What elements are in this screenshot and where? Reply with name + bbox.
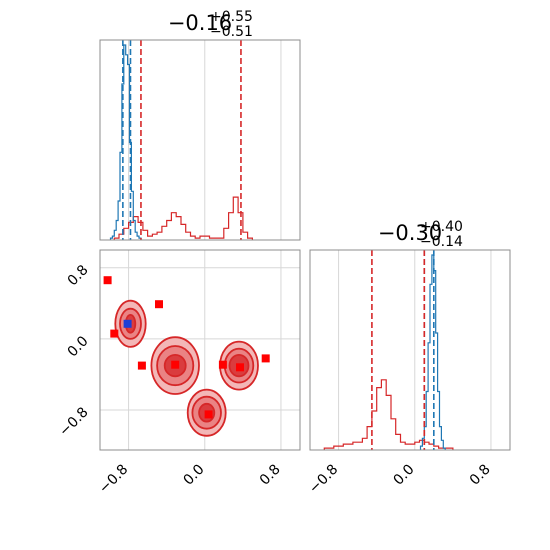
red-square-0 <box>103 276 112 285</box>
blue-square-0 <box>123 319 132 328</box>
hist-y-series <box>323 250 454 450</box>
red-square-8 <box>261 354 270 363</box>
title-param-y-plus: +0.40 <box>420 219 463 235</box>
red-square-1 <box>110 329 119 338</box>
marginal-histogram-x <box>99 39 301 241</box>
red-square-4 <box>171 360 180 369</box>
grid-hist-y <box>338 250 492 450</box>
title-param-x: −0.16 <box>168 11 232 35</box>
red-square-6 <box>218 360 227 369</box>
x-tick-label-joint-0: −0.8 <box>96 462 131 497</box>
red-square-5 <box>204 410 213 419</box>
red-square-3 <box>137 361 146 370</box>
title-param-y: −0.30 <box>378 221 442 245</box>
x-tick-label-hist-y-0: −0.8 <box>306 462 341 497</box>
hist-x-red <box>113 196 253 240</box>
y-tick-label-joint-2: 0.8 <box>65 262 92 289</box>
hist-x-blue <box>109 44 142 240</box>
joint-density-panel <box>99 249 301 451</box>
hist-y-red <box>323 379 454 450</box>
axis-frame-hist-x <box>99 39 301 241</box>
y-tick-label-joint-1: 0.0 <box>65 333 92 360</box>
title-param-x-plus: +0.55 <box>210 9 253 25</box>
axis-frame-hist-y <box>309 249 511 451</box>
axis-frame-2d <box>99 249 301 451</box>
x-tick-label-hist-y-2: 0.8 <box>467 462 494 489</box>
scatter-points <box>103 276 270 419</box>
red-square-2 <box>155 300 163 309</box>
y-tick-label-joint-0: −0.8 <box>56 404 91 439</box>
title-param-y-minus: −0.14 <box>420 234 463 250</box>
title-param-x-median: −0.16 <box>168 11 232 35</box>
hist-x-series <box>109 40 253 240</box>
title-param-x-minus: −0.51 <box>210 24 253 40</box>
x-tick-label-hist-y-1: 0.0 <box>391 462 418 489</box>
x-tick-label-joint-1: 0.0 <box>181 462 208 489</box>
marginal-histogram-y <box>309 249 511 451</box>
x-tick-label-joint-2: 0.8 <box>257 462 284 489</box>
grid-hist-x <box>128 40 282 240</box>
title-param-y-median: −0.30 <box>378 221 442 245</box>
red-square-7 <box>236 363 244 372</box>
